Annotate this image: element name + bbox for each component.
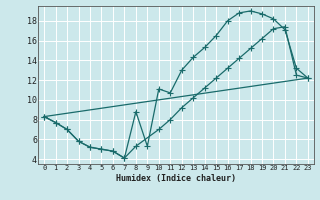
X-axis label: Humidex (Indice chaleur): Humidex (Indice chaleur) [116,174,236,183]
